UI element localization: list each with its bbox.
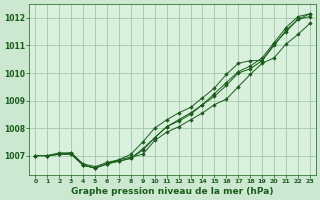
X-axis label: Graphe pression niveau de la mer (hPa): Graphe pression niveau de la mer (hPa) bbox=[71, 187, 274, 196]
